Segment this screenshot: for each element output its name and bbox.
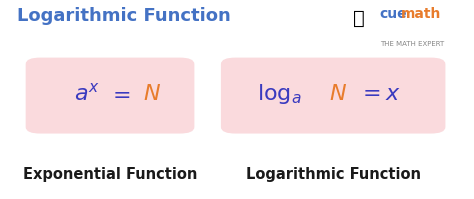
FancyBboxPatch shape [27, 58, 194, 133]
Text: Exponential Function: Exponential Function [23, 167, 197, 182]
Text: $=$: $=$ [108, 84, 131, 104]
Text: THE MATH EXPERT: THE MATH EXPERT [380, 41, 444, 47]
Text: math: math [401, 7, 441, 21]
Text: $\log_a$: $\log_a$ [257, 82, 302, 106]
FancyBboxPatch shape [221, 58, 445, 133]
Text: $a^x$: $a^x$ [74, 83, 100, 105]
Text: Logarithmic Function: Logarithmic Function [17, 7, 231, 25]
Text: $N$: $N$ [329, 84, 347, 104]
Text: Logarithmic Function: Logarithmic Function [246, 167, 420, 182]
Text: cue: cue [380, 7, 407, 21]
Text: $N$: $N$ [143, 84, 161, 104]
Text: 🚀: 🚀 [353, 9, 365, 28]
Text: $= x$: $= x$ [358, 84, 401, 104]
